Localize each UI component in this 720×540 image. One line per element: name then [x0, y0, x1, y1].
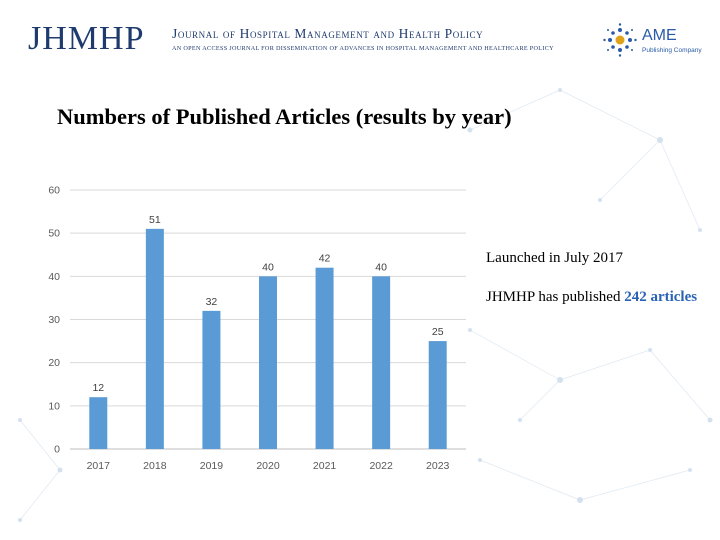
- y-tick-label: 20: [48, 357, 60, 369]
- x-tick-label: 2022: [369, 460, 393, 472]
- publisher-logo: AME Publishing Company: [602, 22, 702, 58]
- x-tick-label: 2019: [200, 460, 224, 472]
- published-count-prefix: JHMHP has published: [486, 289, 625, 305]
- data-label: 40: [375, 261, 387, 273]
- data-label: 40: [262, 261, 274, 273]
- published-count-highlight: 242 articles: [624, 289, 698, 305]
- publisher-subtitle: Publishing Company: [642, 47, 702, 54]
- y-tick-label: 40: [48, 271, 60, 283]
- x-tick-label: 2020: [256, 460, 280, 472]
- x-tick-label: 2018: [143, 460, 167, 472]
- x-tick-label: 2023: [426, 460, 450, 472]
- journal-name: Journal of Hospital Management and Healt…: [172, 26, 484, 41]
- bar-2017: [89, 397, 108, 449]
- bar-2020: [259, 276, 277, 449]
- bar-2021: [315, 267, 334, 449]
- globe-icon: [603, 23, 637, 57]
- bar-2023: [428, 341, 447, 449]
- x-tick-label: 2021: [313, 460, 337, 472]
- x-tick-label: 2017: [87, 460, 111, 472]
- journal-tagline: an open access journal for dissemination…: [172, 45, 554, 52]
- published-count-info: JHMHP has published 242 articles: [486, 289, 697, 306]
- bar-2022: [372, 276, 391, 449]
- bar-2018: [145, 228, 164, 449]
- publisher-name: AME: [642, 27, 677, 44]
- journal-logo: JHMHP: [28, 20, 145, 57]
- data-label: 12: [92, 382, 104, 394]
- slide-header: JHMHP Journal of Hospital Management and…: [0, 0, 720, 70]
- y-tick-label: 0: [54, 444, 60, 456]
- data-label: 51: [149, 214, 161, 226]
- y-tick-label: 50: [48, 228, 60, 240]
- data-label: 42: [319, 253, 331, 265]
- data-label: 25: [432, 326, 444, 338]
- data-label: 32: [206, 296, 218, 308]
- y-tick-label: 30: [48, 314, 60, 326]
- y-tick-label: 10: [48, 400, 60, 412]
- bar-2019: [202, 310, 221, 449]
- launch-info: Launched in July 2017: [486, 250, 624, 266]
- y-tick-label: 60: [48, 185, 60, 197]
- slide-title: Numbers of Published Articles (results b…: [57, 104, 512, 129]
